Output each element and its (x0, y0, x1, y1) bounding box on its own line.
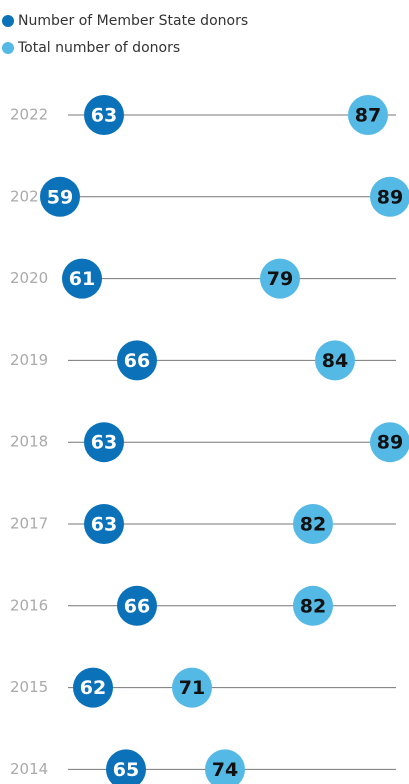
dot (348, 95, 388, 135)
dot (62, 258, 102, 299)
data-label: 66 (124, 595, 150, 617)
dot (293, 585, 333, 626)
y-tick-label: 2014 (10, 760, 48, 778)
data-label: 82 (300, 514, 326, 536)
data-label: 82 (300, 595, 326, 617)
y-tick-label: 2016 (10, 596, 48, 614)
data-label: 63 (91, 432, 117, 454)
dot (370, 422, 409, 463)
dot (370, 176, 409, 217)
legend-swatch (2, 15, 14, 27)
dot (106, 749, 146, 784)
dot (315, 340, 355, 381)
y-tick-label: 2018 (10, 433, 48, 451)
data-label: 59 (47, 186, 73, 208)
data-label: 61 (69, 268, 95, 290)
dot (293, 504, 333, 544)
dot (117, 585, 157, 626)
data-label: 89 (377, 186, 403, 208)
y-tick-label: 2022 (10, 106, 48, 124)
y-tick-label: 2017 (10, 515, 48, 533)
data-label: 71 (179, 677, 205, 699)
data-label: 63 (91, 514, 117, 536)
dot (73, 667, 113, 708)
legend-label: Number of Member State donors (18, 13, 248, 29)
data-label: 87 (355, 105, 381, 127)
y-tick-label: 2020 (10, 269, 48, 287)
dot (205, 749, 245, 784)
data-label: 79 (267, 268, 293, 290)
data-label: 62 (80, 677, 106, 699)
y-tick-label: 2019 (10, 351, 48, 369)
dot (40, 176, 80, 217)
dot (172, 667, 212, 708)
data-label: 74 (212, 759, 238, 781)
y-tick-label: 2015 (10, 678, 48, 696)
dot (84, 95, 124, 135)
dot (84, 504, 124, 544)
data-label: 84 (322, 350, 348, 372)
dot (260, 258, 300, 299)
legend-swatch (2, 42, 14, 54)
dot (117, 340, 157, 381)
data-label: 65 (113, 759, 139, 781)
data-label: 63 (91, 105, 117, 127)
dot (84, 422, 124, 463)
y-tick-label: 2021 (10, 187, 48, 205)
data-label: 89 (377, 432, 403, 454)
legend-label: Total number of donors (17, 40, 180, 56)
data-label: 66 (124, 350, 150, 372)
